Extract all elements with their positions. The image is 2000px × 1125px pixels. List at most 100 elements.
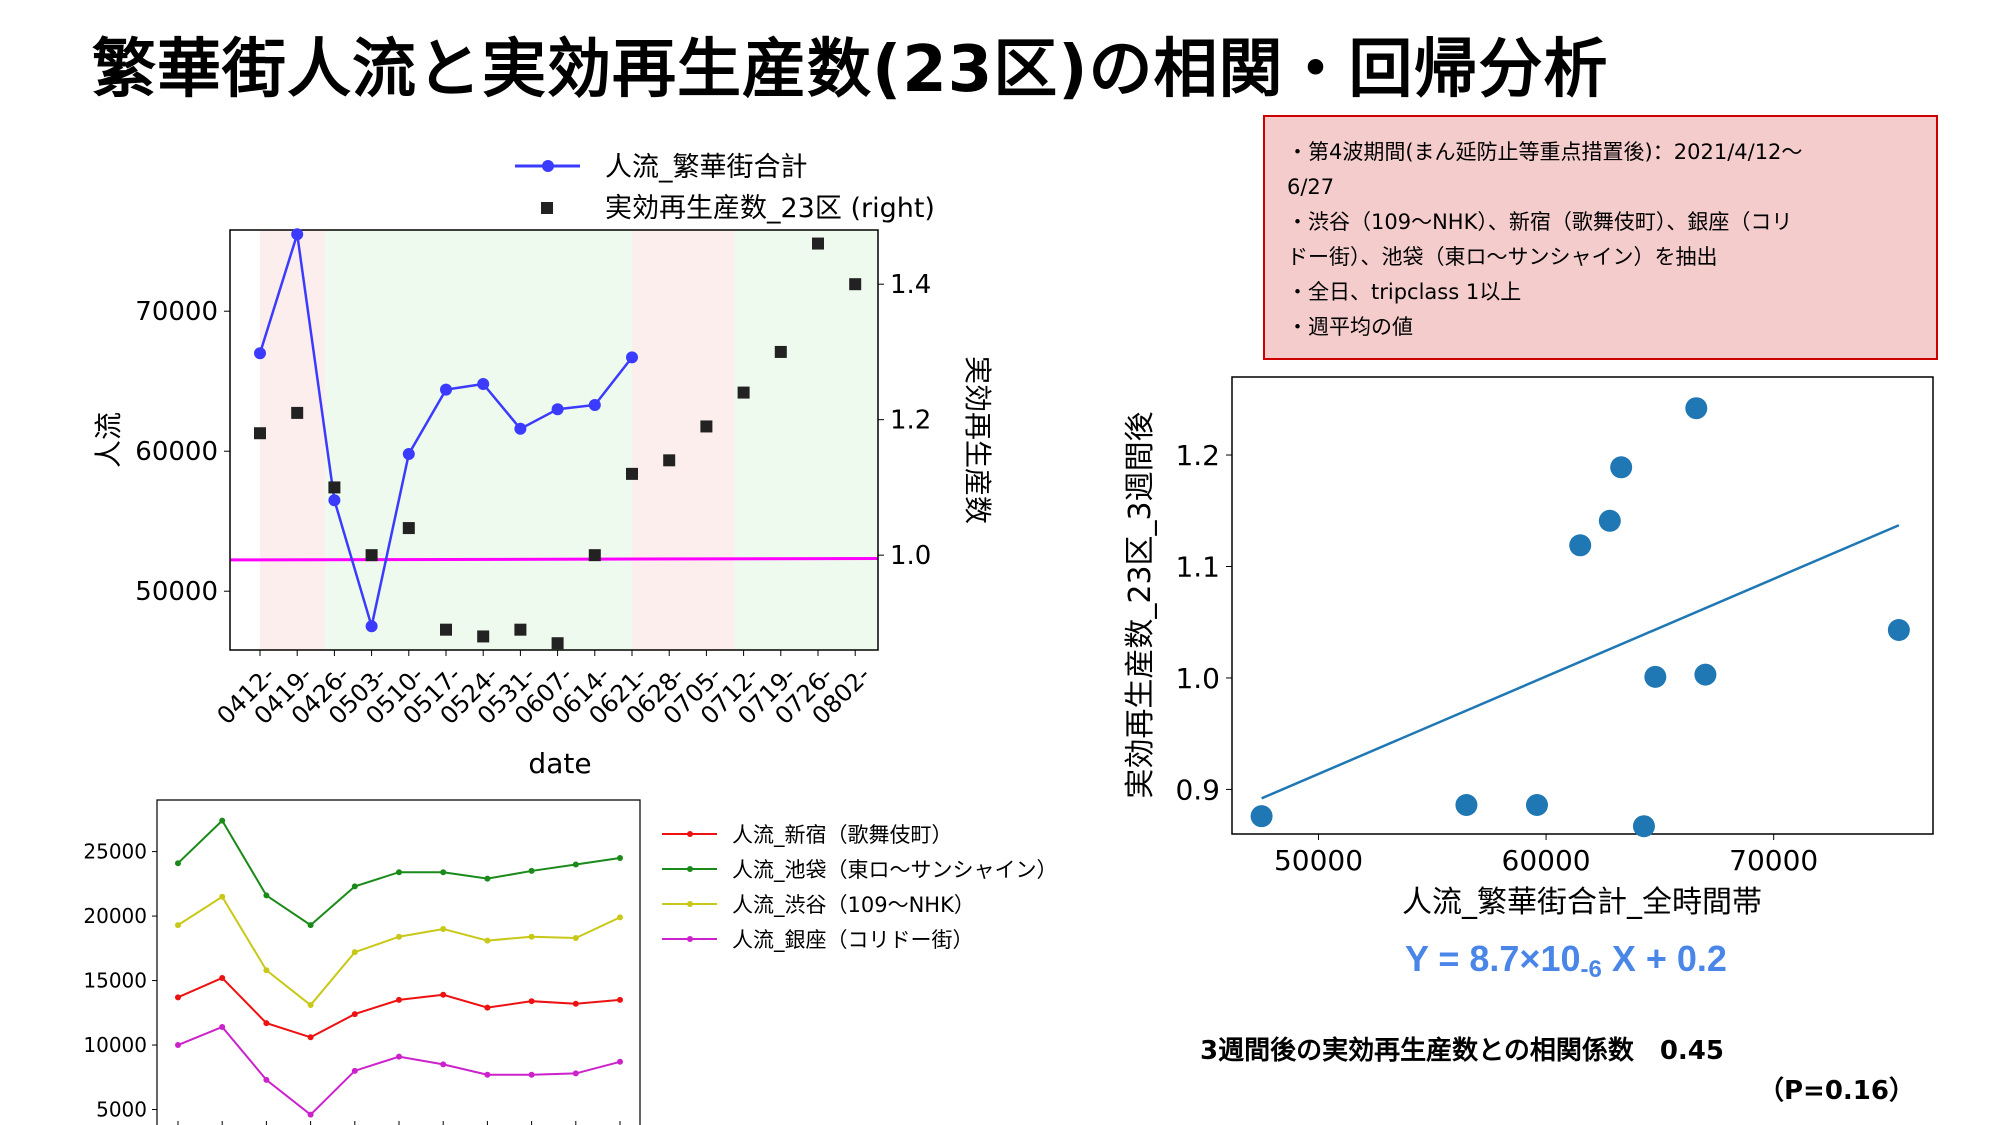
notes-box: ・第4波期間(まん延防止等重点措置後)：2021/4/12〜 6/27 ・渋谷（… bbox=[1263, 115, 1938, 360]
scatter-point bbox=[1569, 534, 1592, 557]
scatter-point bbox=[1685, 397, 1708, 420]
shaded-band bbox=[260, 230, 326, 650]
series-point bbox=[175, 922, 181, 929]
legend-marker bbox=[541, 202, 553, 214]
note-line: ・渋谷（109〜NHK）、新宿（歌舞伎町）、銀座（コリ bbox=[1287, 210, 1793, 234]
y-tick-label: 5000 bbox=[96, 1098, 147, 1122]
scatter-point bbox=[1525, 794, 1548, 817]
series-point bbox=[484, 1004, 491, 1011]
series-point bbox=[175, 994, 181, 1001]
reference-line bbox=[229, 557, 879, 562]
series-point bbox=[528, 867, 535, 874]
series-point bbox=[572, 934, 579, 941]
series-point bbox=[402, 448, 415, 460]
series-point bbox=[440, 383, 452, 396]
y-tick-label: 1.1 bbox=[1175, 550, 1220, 583]
series-square bbox=[588, 549, 601, 562]
legend-marker bbox=[687, 866, 693, 872]
shaded-band bbox=[734, 230, 878, 650]
series-point bbox=[365, 620, 378, 633]
series-point bbox=[617, 996, 623, 1003]
series-square bbox=[291, 406, 304, 419]
series-point bbox=[328, 494, 341, 507]
scatter-point bbox=[1598, 509, 1621, 532]
series-point bbox=[572, 1070, 579, 1077]
note-line: ・全日、tripclass 1以上 bbox=[1287, 280, 1522, 304]
series-point bbox=[396, 933, 402, 940]
plot-frame bbox=[1231, 376, 1934, 835]
legend-label: 人流_渋谷（109〜NHK） bbox=[732, 893, 975, 918]
series-point bbox=[551, 403, 564, 416]
series-point bbox=[307, 1111, 314, 1118]
shaded-band bbox=[632, 230, 735, 650]
series-point bbox=[572, 1000, 579, 1007]
series-point bbox=[351, 1011, 358, 1018]
legend-label: 人流_繁華街合計 bbox=[605, 152, 808, 183]
series-point bbox=[175, 1042, 181, 1049]
equation-suffix: X + 0.2 bbox=[1601, 938, 1727, 979]
legend-marker bbox=[687, 901, 693, 907]
series-point bbox=[351, 1067, 358, 1074]
series-square bbox=[812, 237, 824, 250]
y-tick-label: 50000 bbox=[135, 577, 218, 607]
series-point bbox=[263, 967, 270, 974]
series-square bbox=[440, 623, 452, 636]
y2-tick-label: 1.4 bbox=[890, 270, 931, 300]
y-axis-label: 人流 bbox=[92, 412, 125, 468]
plot-frame bbox=[156, 799, 641, 1125]
series-point bbox=[484, 1071, 491, 1078]
y2-tick-label: 1.0 bbox=[890, 541, 931, 571]
legend-label: 人流_池袋（東ロ～サンシャイン） bbox=[732, 858, 1058, 883]
series-point bbox=[396, 1053, 402, 1060]
x-axis-label: 人流_繁華街合計_全時間帯 bbox=[1402, 885, 1762, 920]
series-point bbox=[617, 914, 623, 921]
series-point bbox=[291, 228, 304, 241]
y2-axis-label: 実効再生産数 bbox=[961, 356, 994, 524]
scatter-point bbox=[1455, 794, 1478, 817]
note-line: ドー街）、池袋（東ロ〜サンシャイン）を抽出 bbox=[1287, 245, 1718, 269]
series-point bbox=[528, 1071, 535, 1078]
plot-frame bbox=[229, 229, 879, 651]
series-square bbox=[737, 386, 750, 399]
series-point bbox=[219, 817, 226, 824]
series-point bbox=[477, 378, 490, 390]
series-point bbox=[484, 937, 491, 944]
scatter-point bbox=[1887, 619, 1910, 642]
series-point bbox=[219, 974, 226, 981]
series-point bbox=[588, 399, 601, 411]
series-point bbox=[307, 1002, 314, 1009]
legend-marker bbox=[687, 831, 693, 837]
series-point bbox=[440, 1061, 447, 1068]
series-point bbox=[440, 991, 447, 998]
legend-marker bbox=[687, 936, 693, 942]
series-point bbox=[617, 1058, 623, 1065]
scatter-point bbox=[1610, 456, 1633, 479]
x-tick-label: 70000 bbox=[1729, 844, 1818, 877]
legend-label: 人流_新宿（歌舞伎町） bbox=[732, 823, 953, 848]
series-point bbox=[307, 1034, 314, 1041]
series-point bbox=[351, 883, 358, 890]
series-point bbox=[263, 1020, 270, 1027]
series-point bbox=[440, 869, 447, 876]
series-square bbox=[365, 549, 378, 562]
series-point bbox=[351, 949, 358, 956]
y2-tick-label: 1.2 bbox=[890, 406, 931, 436]
series-square bbox=[514, 623, 527, 636]
y-tick-label: 10000 bbox=[83, 1033, 147, 1057]
page-title: 繁華街人流と実効再生産数(23区)の相関・回帰分析 bbox=[92, 33, 1609, 107]
scatter-point bbox=[1694, 663, 1717, 686]
series-point bbox=[528, 998, 535, 1005]
x-tick-label: 50000 bbox=[1274, 844, 1363, 877]
series-point bbox=[626, 351, 638, 364]
shaded-band bbox=[325, 230, 632, 650]
series-square bbox=[254, 427, 266, 440]
series-square bbox=[774, 345, 787, 358]
series-point bbox=[263, 892, 270, 899]
regression-equation: Y = 8.7×10-6 X + 0.2 bbox=[1405, 938, 1727, 984]
y-tick-label: 15000 bbox=[83, 969, 147, 993]
series-point bbox=[528, 933, 535, 940]
y-tick-label: 25000 bbox=[83, 840, 147, 864]
y-tick-label: 70000 bbox=[135, 297, 218, 327]
series-square bbox=[328, 481, 341, 494]
